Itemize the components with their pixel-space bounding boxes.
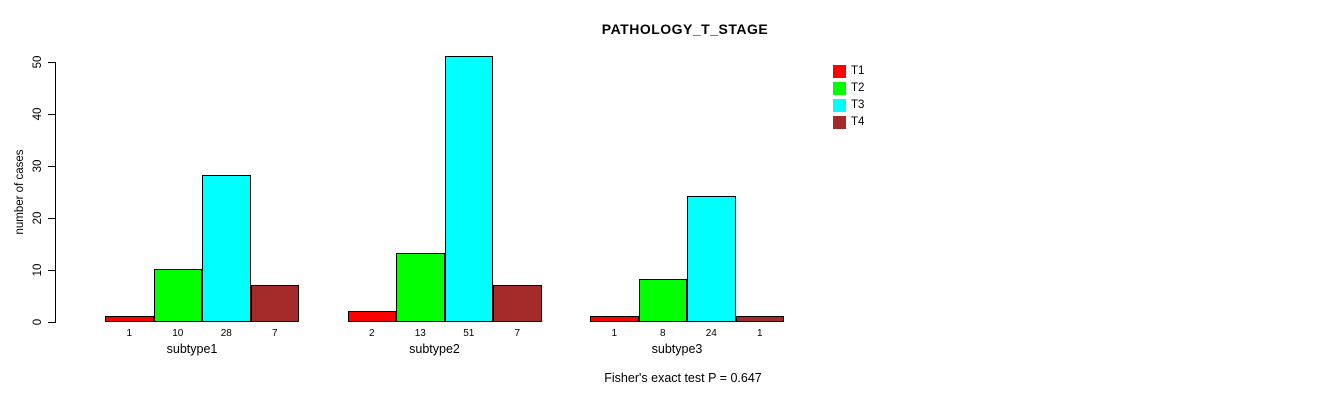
bar-T2-subtype3 [638,279,687,322]
legend-swatch-T2 [833,82,846,95]
y-axis-line [55,62,56,323]
bar-T4-subtype2 [493,284,542,322]
bar-value-label-T2-subtype1: 10 [172,328,184,339]
legend-swatch-T1 [833,65,846,78]
bar-value-label-T4-subtype1: 7 [271,328,278,339]
y-tick-label-30: 30 [32,159,44,173]
bar-value-label-T1-subtype2: 2 [368,328,375,339]
bar-value-label-T3-subtype3: 24 [705,328,717,339]
bar-T1-subtype2 [347,310,396,322]
y-tick-mark-0 [48,322,56,323]
legend-label-T3: T3 [851,99,865,111]
chart-title: PATHOLOGY_T_STAGE [601,21,769,37]
bar-value-label-T4-subtype2: 7 [514,328,521,339]
y-tick-mark-10 [48,270,56,271]
bar-value-label-T1-subtype3: 1 [611,328,618,339]
bar-T4-subtype1 [250,284,299,322]
y-tick-mark-40 [48,114,56,115]
bar-value-label-T1-subtype1: 1 [126,328,133,339]
fisher-test-note: Fisher's exact test P = 0.647 [604,371,762,385]
legend-swatch-T3 [833,99,846,112]
legend-label-T4: T4 [851,116,865,128]
bar-T2-subtype1 [153,269,202,322]
legend-label-T2: T2 [851,82,865,94]
y-tick-mark-50 [48,62,56,63]
y-tick-mark-20 [48,218,56,219]
y-tick-label-50: 50 [32,55,44,69]
legend-label-T1: T1 [851,65,865,77]
category-label-subtype1: subtype1 [166,342,218,356]
bar-value-label-T2-subtype3: 8 [659,328,666,339]
bar-value-label-T2-subtype2: 13 [414,328,426,339]
category-label-subtype2: subtype2 [409,342,460,356]
bar-T2-subtype2 [396,253,445,322]
category-label-subtype3: subtype3 [651,342,703,356]
y-axis-label: number of cases [14,149,26,235]
y-tick-label-0: 0 [32,318,44,326]
bar-T3-subtype3 [687,196,736,322]
legend-swatch-T4 [833,116,846,129]
bar-T1-subtype1 [105,315,154,322]
y-tick-label-40: 40 [32,107,44,121]
bar-T3-subtype2 [444,55,493,322]
y-tick-mark-30 [48,166,56,167]
y-tick-label-10: 10 [32,263,44,277]
bar-T1-subtype3 [590,315,639,322]
bar-value-label-T3-subtype1: 28 [220,328,232,339]
bar-T4-subtype3 [735,315,784,322]
bar-value-label-T3-subtype2: 51 [463,328,475,339]
y-tick-label-20: 20 [32,211,44,225]
bar-T3-subtype1 [202,175,251,322]
bar-value-label-T4-subtype3: 1 [756,328,763,339]
